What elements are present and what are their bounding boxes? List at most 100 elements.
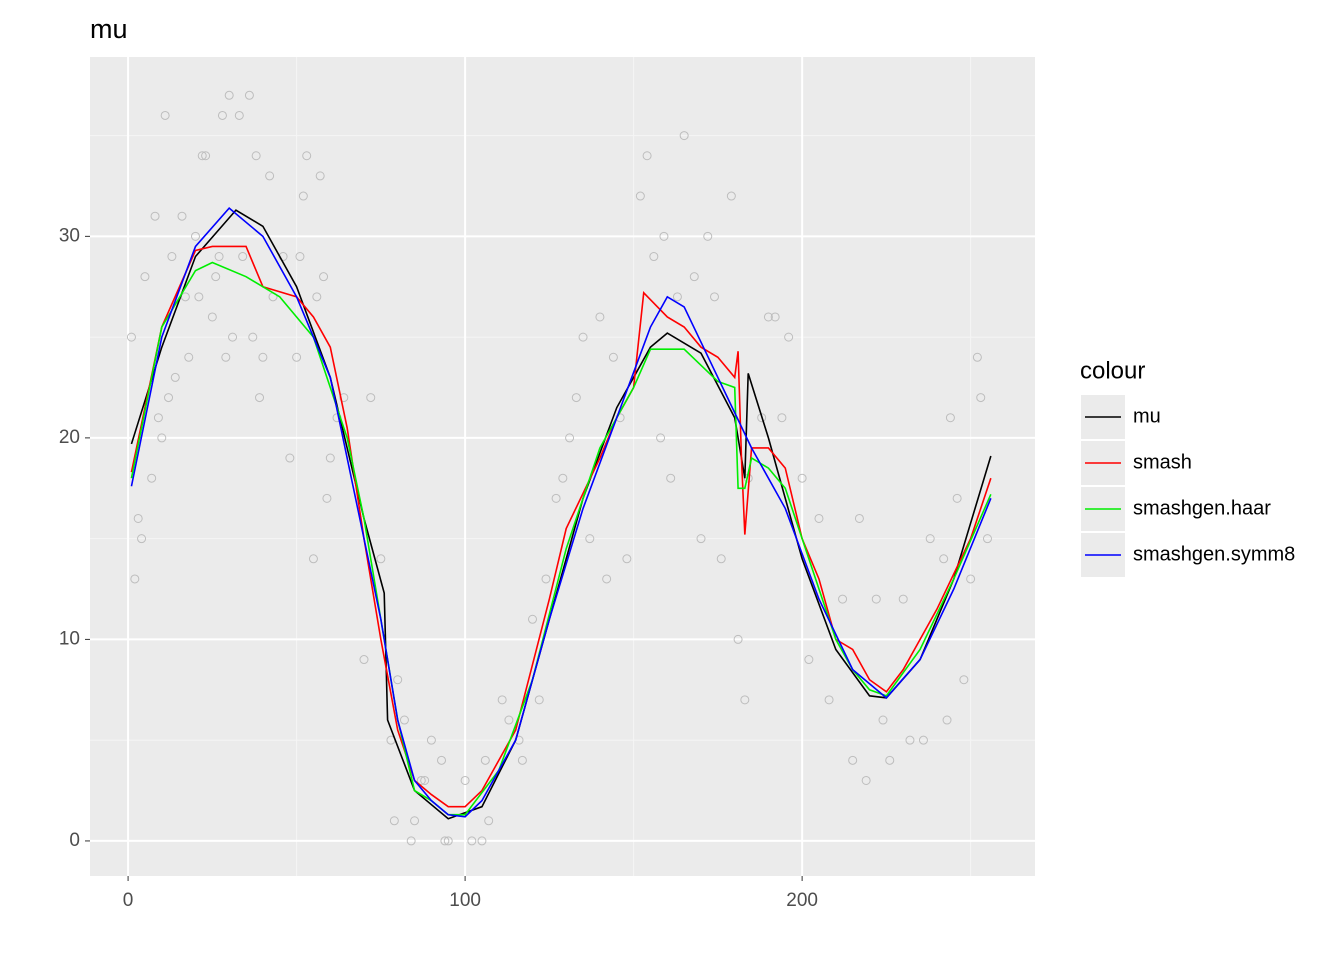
legend-title: colour [1080, 357, 1145, 384]
data-point [672, 292, 682, 302]
data-point [376, 554, 386, 564]
line [130, 207, 992, 818]
data-point [244, 90, 254, 100]
data-point [716, 554, 726, 564]
data-point [319, 272, 329, 282]
data-point [248, 332, 258, 342]
data-point [679, 131, 689, 141]
data-point [982, 534, 992, 544]
data-point [315, 171, 325, 181]
data-point [164, 393, 174, 403]
data-point [302, 151, 312, 161]
data-point [140, 272, 150, 282]
data-point [258, 352, 268, 362]
data-point [740, 695, 750, 705]
data-point [150, 211, 160, 221]
data-point [160, 110, 170, 120]
data-point [265, 171, 275, 181]
data-point [939, 554, 949, 564]
data-point [484, 816, 494, 826]
x-tick-label: 0 [123, 890, 134, 911]
data-point [366, 393, 376, 403]
data-point [824, 695, 834, 705]
data-point [517, 755, 527, 765]
data-point [878, 715, 888, 725]
data-point [696, 534, 706, 544]
data-point [666, 473, 676, 483]
data-point [565, 433, 575, 443]
data-point [157, 433, 167, 443]
data-point [942, 715, 952, 725]
y-tick-label: 20 [59, 427, 80, 448]
data-point [255, 393, 265, 403]
data-point [689, 272, 699, 282]
data-point [480, 755, 490, 765]
data-point [733, 634, 743, 644]
legend-label: mu [1133, 405, 1161, 427]
data-point [959, 675, 969, 685]
data-point [622, 554, 632, 564]
data-point [130, 574, 140, 584]
data-point [147, 473, 157, 483]
legend-label: smashgen.haar [1133, 497, 1271, 519]
data-point [642, 151, 652, 161]
data-point [972, 352, 982, 362]
data-point [440, 836, 450, 846]
data-point [201, 151, 211, 161]
x-tick-label: 100 [449, 890, 481, 911]
data-point [177, 211, 187, 221]
data-point [635, 191, 645, 201]
data-point [585, 534, 595, 544]
data-point [437, 755, 447, 765]
data-point [184, 352, 194, 362]
data-point [871, 594, 881, 604]
data-point [217, 110, 227, 120]
data-point [238, 252, 248, 262]
data-point [285, 453, 295, 463]
data-point [726, 191, 736, 201]
data-point [477, 836, 487, 846]
data-point [312, 292, 322, 302]
data-point [777, 413, 787, 423]
data-point [298, 191, 308, 201]
data-point [467, 836, 477, 846]
data-point [180, 292, 190, 302]
data-point [528, 614, 538, 624]
data-point [211, 272, 221, 282]
data-point [763, 312, 773, 322]
x-tick-label: 200 [786, 890, 818, 911]
data-point [420, 775, 430, 785]
data-point [228, 332, 238, 342]
y-tick-label: 10 [59, 628, 80, 649]
data-point [838, 594, 848, 604]
data-point [804, 655, 814, 665]
data-point [190, 231, 200, 241]
data-point [504, 715, 514, 725]
data-point [925, 534, 935, 544]
data-point [608, 352, 618, 362]
data-point [308, 554, 318, 564]
data-point [197, 151, 207, 161]
data-point [898, 594, 908, 604]
data-point [854, 513, 864, 523]
y-tick-label: 0 [69, 830, 80, 851]
data-point [251, 151, 261, 161]
panel [90, 57, 1035, 876]
data-point [133, 513, 143, 523]
data-point [656, 433, 666, 443]
data-point [703, 231, 713, 241]
data-point [918, 735, 928, 745]
data-point [578, 332, 588, 342]
data-point [443, 836, 453, 846]
y-tick-label: 30 [59, 225, 80, 246]
data-point [797, 473, 807, 483]
data-point [393, 675, 403, 685]
data-point [137, 534, 147, 544]
data-point [410, 816, 420, 826]
data-point [534, 695, 544, 705]
data-point [885, 755, 895, 765]
data-point [558, 473, 568, 483]
data-point [497, 695, 507, 705]
data-point [167, 252, 177, 262]
